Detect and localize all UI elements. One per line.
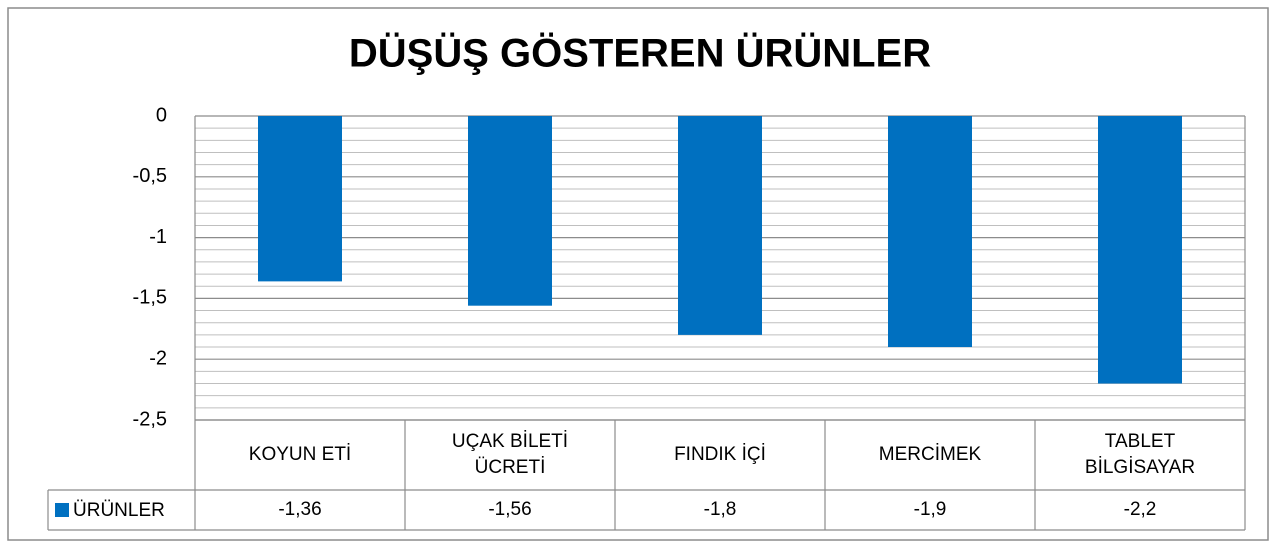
value-label: -1,56 [405, 490, 615, 530]
category-label-text: UÇAK BİLETİ ÜCRETİ [451, 431, 569, 478]
value-label: -1,9 [825, 490, 1035, 530]
y-tick-label: 0 [156, 104, 167, 126]
y-tick-label: -2 [149, 347, 167, 369]
value-label-text: -1,56 [488, 499, 532, 520]
category-label-text: TABLET BİLGİSAYAR [1084, 431, 1196, 478]
category-label: FINDIK İÇİ [615, 420, 825, 490]
category-label-text: KOYUN ETİ [248, 444, 352, 465]
y-tick-label: -1 [149, 226, 167, 248]
category-label: TABLET BİLGİSAYAR [1035, 420, 1245, 490]
value-label-text: -1,36 [278, 499, 322, 520]
category-label: UÇAK BİLETİ ÜCRETİ [405, 420, 615, 490]
bar [888, 116, 972, 348]
value-label-text: -1,8 [703, 499, 737, 520]
y-tick-label: -1,5 [133, 287, 167, 309]
chart-title: DÜŞÜŞ GÖSTEREN ÜRÜNLER [349, 31, 931, 76]
value-label-text: -1,9 [913, 499, 947, 520]
y-tick-label: -2,5 [133, 408, 167, 430]
legend-label: ÜRÜNLER [73, 500, 165, 521]
value-label-text: -2,2 [1123, 499, 1157, 520]
legend-swatch [55, 503, 69, 517]
value-label: -1,36 [195, 490, 405, 530]
category-label: KOYUN ETİ [195, 420, 405, 490]
bar [258, 116, 342, 282]
bar [1098, 116, 1182, 384]
bar [468, 116, 552, 306]
category-label-text: MERCİMEK [878, 444, 982, 465]
y-tick-label: -0,5 [133, 165, 167, 187]
bar [678, 116, 762, 335]
category-label: MERCİMEK [825, 420, 1035, 490]
category-label-text: FINDIK İÇİ [674, 444, 766, 465]
value-label: -2,2 [1035, 490, 1245, 530]
value-label: -1,8 [615, 490, 825, 530]
